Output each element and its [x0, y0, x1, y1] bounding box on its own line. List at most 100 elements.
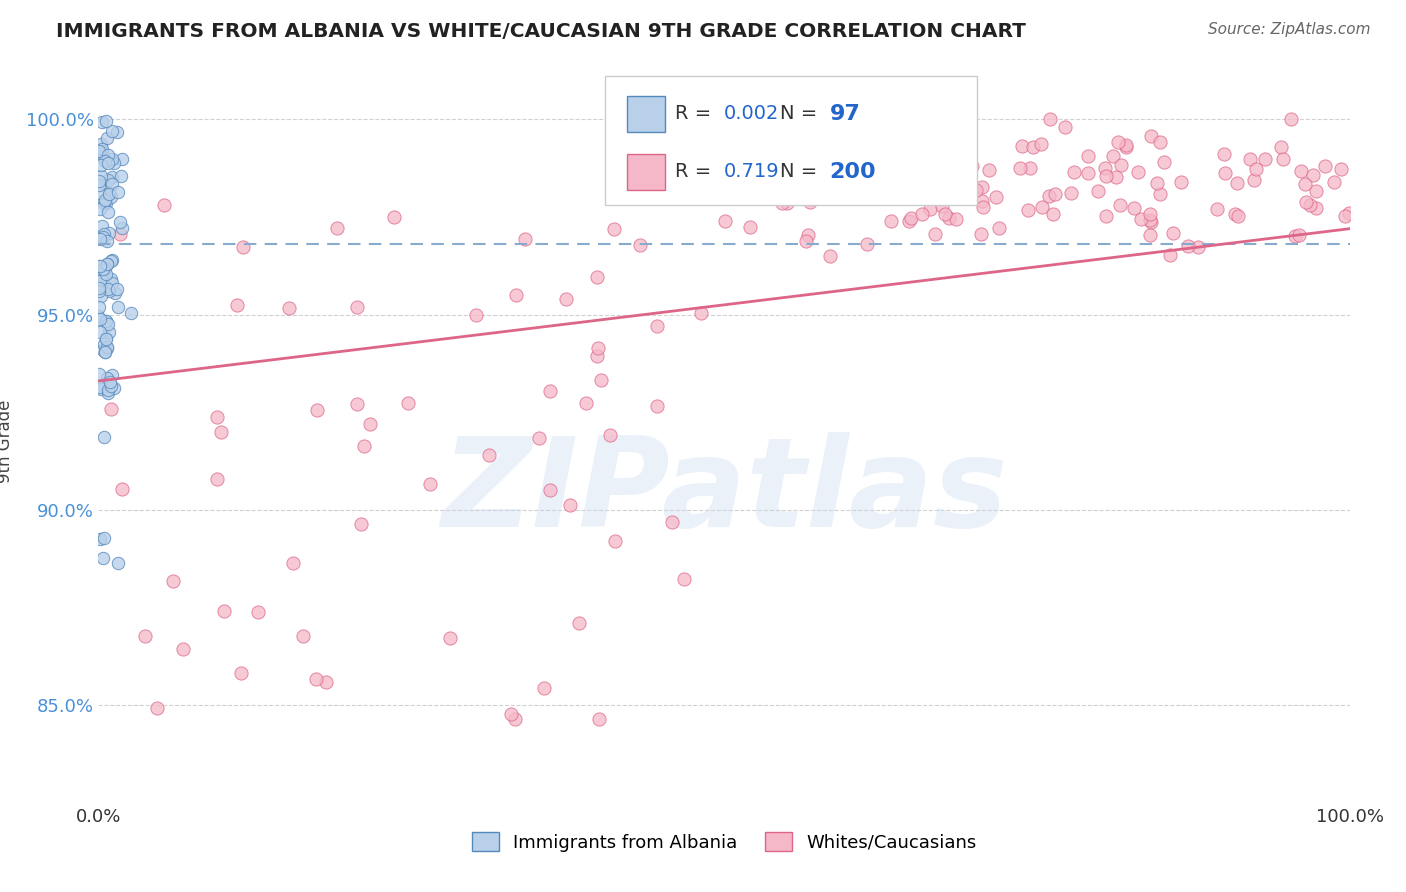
Point — [94, 195, 117, 210]
Point — [97, 318, 120, 332]
Point — [501, 707, 523, 722]
Point — [346, 397, 368, 411]
Point — [107, 300, 129, 314]
Point — [876, 161, 898, 176]
Point — [814, 186, 837, 201]
Point — [846, 179, 869, 194]
Point — [232, 240, 254, 254]
Point — [920, 202, 942, 216]
Point — [101, 169, 124, 184]
Point — [100, 379, 122, 393]
Point — [1029, 136, 1052, 151]
Point — [988, 221, 1011, 235]
Point — [558, 498, 581, 512]
Point — [1170, 175, 1192, 189]
Point — [818, 249, 841, 263]
Point — [359, 417, 381, 431]
Point — [97, 172, 120, 186]
Point — [661, 516, 683, 530]
Point — [1288, 228, 1310, 243]
Point — [1111, 158, 1133, 172]
Point — [1339, 206, 1361, 220]
Point — [134, 629, 156, 643]
Point — [730, 165, 752, 179]
Point — [568, 616, 591, 631]
Point — [93, 261, 115, 276]
Point — [87, 174, 110, 188]
Point — [110, 169, 132, 183]
Point — [87, 178, 110, 193]
Point — [503, 712, 526, 726]
Point — [96, 340, 118, 354]
Point — [93, 196, 115, 211]
Point — [1063, 165, 1085, 179]
Text: 97: 97 — [830, 104, 860, 124]
Point — [527, 431, 550, 445]
Point — [1289, 164, 1312, 178]
Point — [794, 234, 817, 248]
Point — [672, 572, 695, 586]
Point — [97, 282, 120, 296]
Point — [96, 333, 118, 347]
Point — [382, 211, 405, 225]
Point — [842, 181, 865, 195]
Point — [205, 472, 228, 486]
Point — [886, 168, 908, 182]
Point — [162, 574, 184, 589]
Point — [1279, 112, 1302, 127]
Point — [281, 556, 304, 570]
Point — [94, 331, 117, 345]
Point — [105, 125, 128, 139]
Point — [90, 377, 112, 392]
Point — [90, 382, 112, 396]
Point — [105, 282, 128, 296]
Point — [1305, 184, 1327, 198]
Point — [1126, 164, 1149, 178]
Point — [1140, 215, 1163, 229]
Point — [93, 337, 115, 351]
Point — [96, 234, 118, 248]
Point — [586, 342, 609, 356]
Point — [1177, 239, 1199, 253]
Point — [970, 227, 993, 242]
Point — [94, 344, 117, 359]
Point — [738, 219, 761, 234]
Point — [89, 260, 111, 274]
Point — [1159, 248, 1181, 262]
Point — [94, 314, 117, 328]
Point — [754, 179, 776, 194]
Point — [1140, 128, 1163, 143]
Point — [1243, 173, 1265, 187]
Point — [602, 222, 624, 236]
Point — [98, 325, 121, 339]
Point — [1077, 148, 1099, 162]
Point — [96, 257, 118, 271]
Point — [538, 384, 561, 398]
Point — [111, 482, 134, 496]
Point — [91, 148, 114, 162]
Point — [938, 211, 960, 225]
Point — [1323, 175, 1346, 189]
Point — [605, 533, 627, 548]
Point — [231, 666, 253, 681]
Point — [1139, 213, 1161, 227]
Point — [108, 215, 131, 229]
Point — [1129, 211, 1152, 226]
Point — [856, 237, 879, 252]
Legend: Immigrants from Albania, Whites/Caucasians: Immigrants from Albania, Whites/Caucasia… — [464, 825, 984, 859]
Point — [866, 122, 889, 136]
Point — [94, 268, 117, 282]
Point — [848, 188, 870, 202]
Point — [1294, 177, 1316, 191]
Point — [89, 311, 111, 326]
Point — [1087, 184, 1109, 198]
Point — [1139, 228, 1161, 243]
Point — [120, 306, 142, 320]
Point — [93, 154, 115, 169]
Point — [972, 180, 994, 194]
Point — [984, 190, 1007, 204]
Point — [98, 375, 121, 389]
Point — [103, 381, 125, 395]
Point — [90, 115, 112, 129]
Point — [1017, 202, 1039, 217]
